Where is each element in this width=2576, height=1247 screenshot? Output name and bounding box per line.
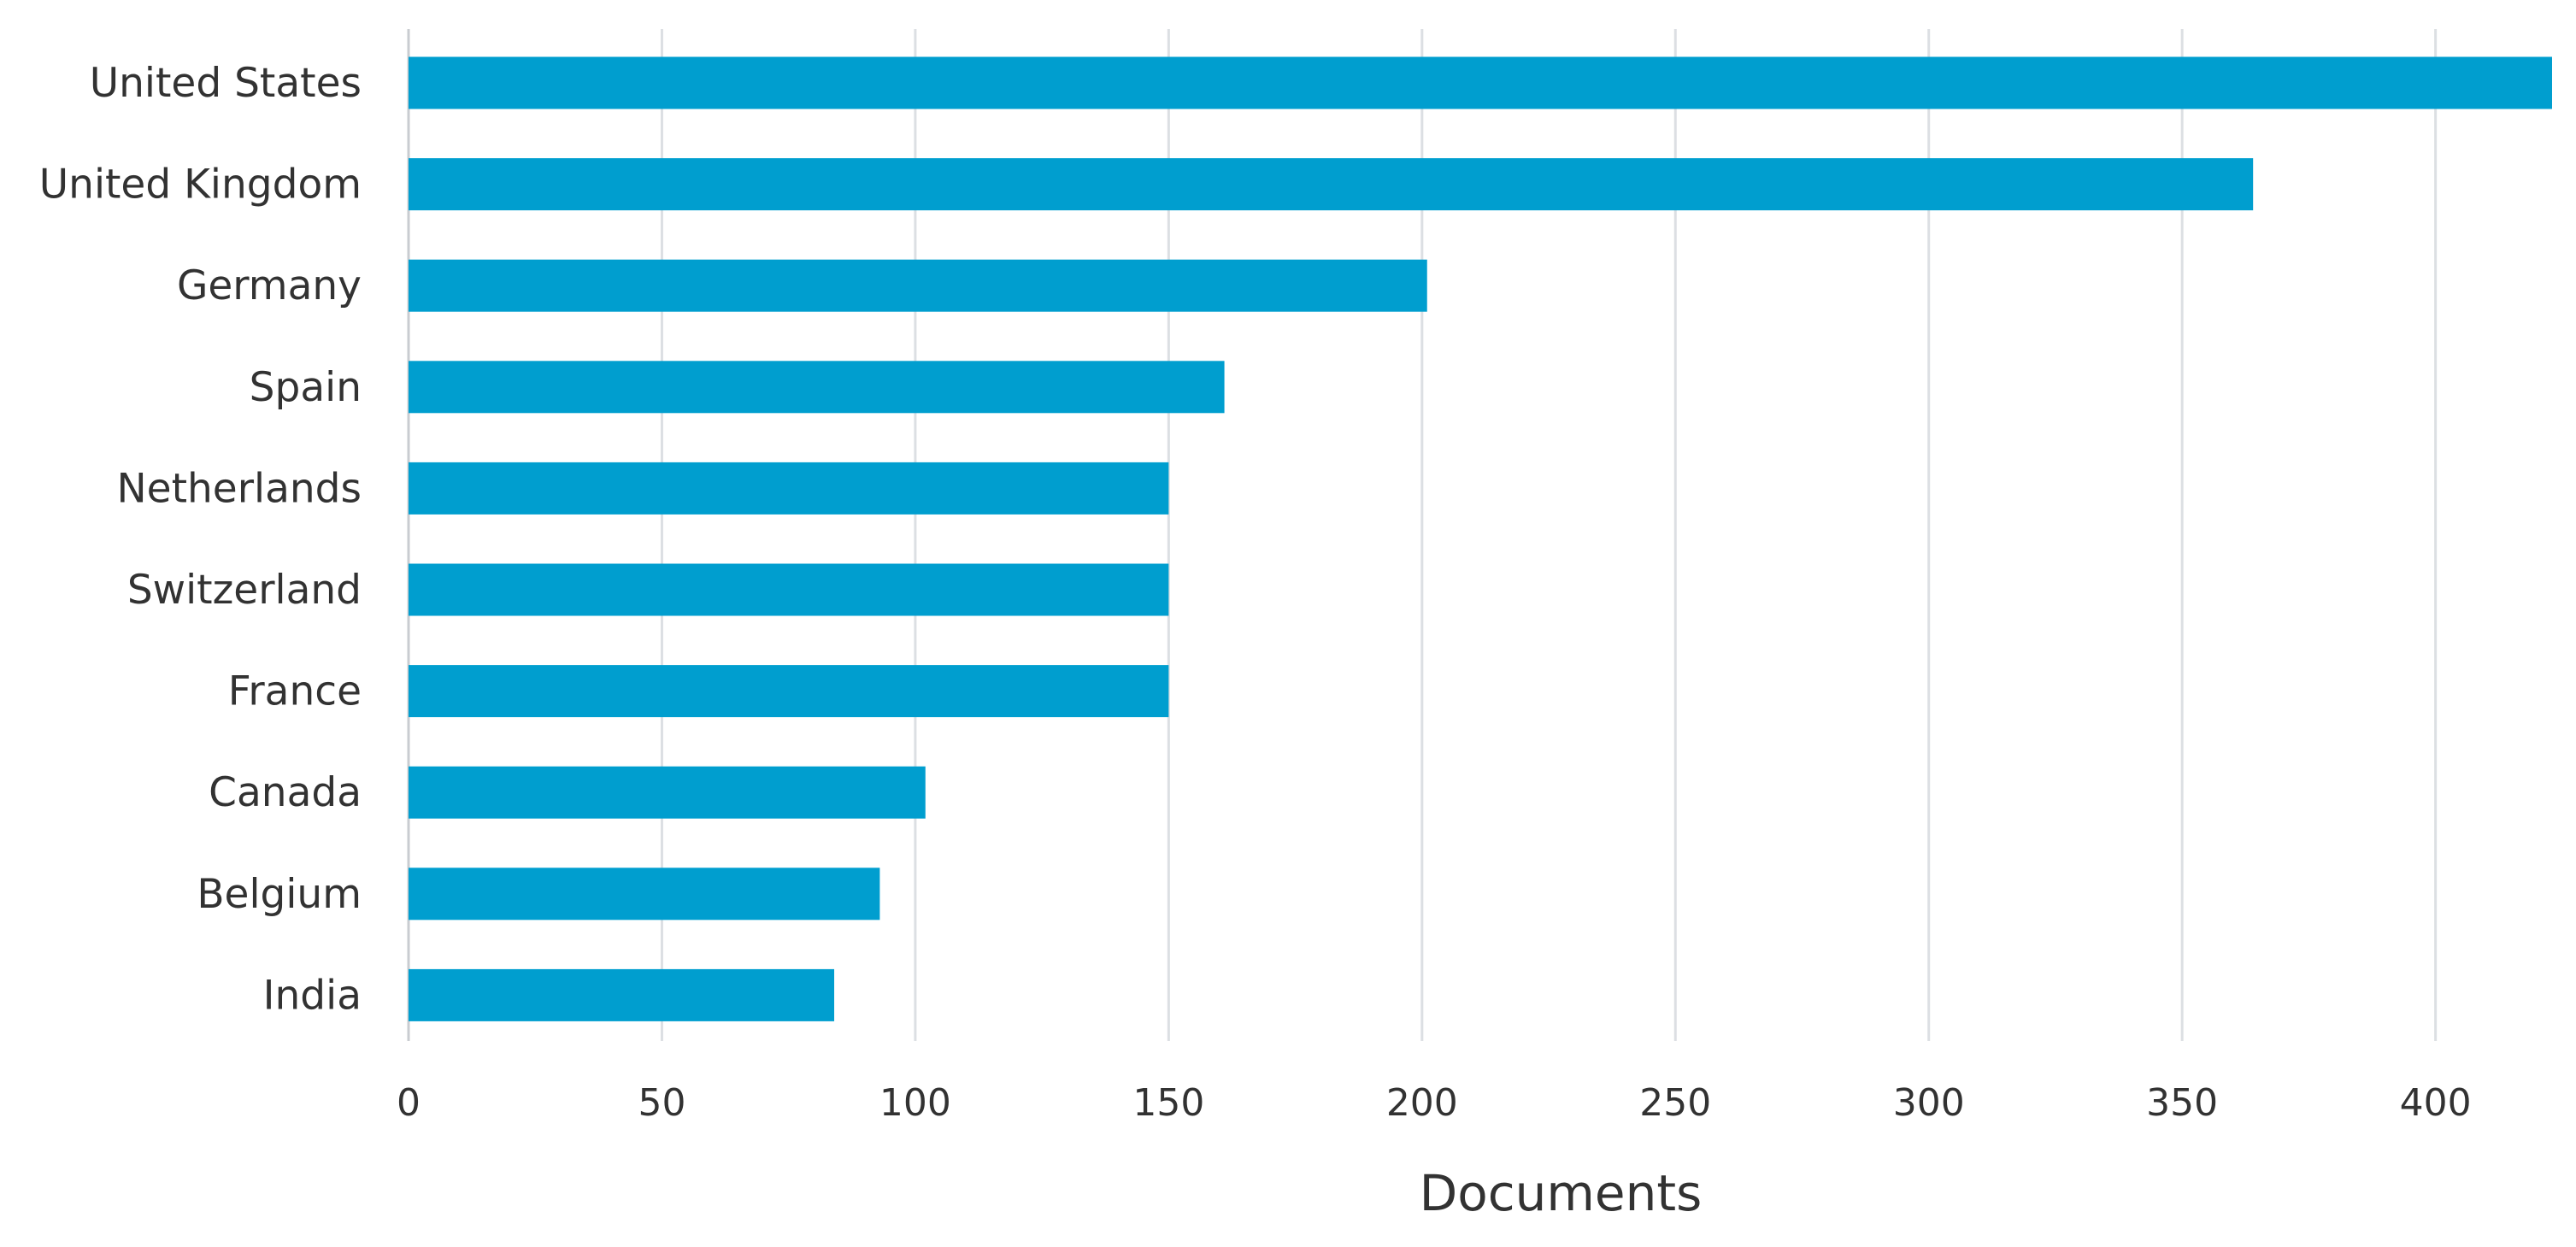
- category-label: India: [263, 972, 362, 1019]
- x-tick-label: 350: [2146, 1081, 2218, 1125]
- x-tick-label: 300: [1893, 1081, 1965, 1125]
- x-tick-label: 50: [638, 1081, 685, 1125]
- x-tick-labels: 0 50 100 150 200 250 300 350 400: [397, 1081, 2472, 1125]
- bar-united-kingdom: [409, 158, 2254, 211]
- category-label: Belgium: [197, 871, 362, 918]
- bar-united-states: [409, 56, 2552, 109]
- category-labels: United States United Kingdom Germany Spain N…: [39, 60, 362, 1019]
- x-tick-label: 150: [1132, 1081, 1204, 1125]
- bar-switzerland: [409, 563, 1169, 616]
- bar-india: [409, 968, 835, 1021]
- bars: [409, 56, 2552, 1021]
- category-label: Germany: [177, 262, 362, 309]
- x-tick-label: 0: [397, 1081, 421, 1125]
- x-tick-label: 400: [2400, 1081, 2472, 1125]
- bar-netherlands: [409, 462, 1169, 515]
- bar-spain: [409, 361, 1225, 414]
- category-label: Switzerland: [127, 567, 362, 614]
- x-tick-label: 200: [1386, 1081, 1458, 1125]
- category-label: Netherlands: [117, 465, 362, 512]
- x-axis-title: Documents: [1420, 1164, 1703, 1222]
- bar-belgium: [409, 868, 880, 921]
- category-label: Canada: [209, 769, 362, 816]
- category-label: Spain: [250, 364, 362, 411]
- bar-canada: [409, 766, 926, 819]
- category-label: United States: [90, 60, 362, 107]
- bar-france: [409, 665, 1169, 718]
- category-label: France: [228, 668, 362, 715]
- x-tick-label: 100: [879, 1081, 951, 1125]
- category-label: United Kingdom: [39, 162, 362, 209]
- x-tick-label: 250: [1639, 1081, 1711, 1125]
- bar-germany: [409, 259, 1427, 312]
